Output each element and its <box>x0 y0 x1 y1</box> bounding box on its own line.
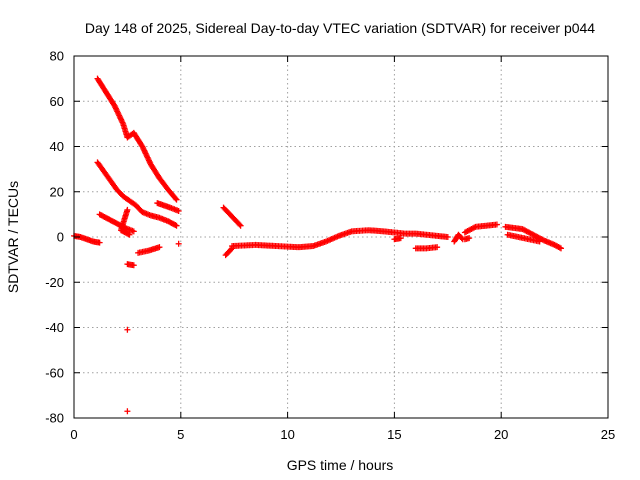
data-points <box>71 75 565 415</box>
x-tick-label: 15 <box>387 427 401 442</box>
data-point <box>236 221 243 228</box>
x-axis-label: GPS time / hours <box>287 457 394 473</box>
y-tick-label: 60 <box>50 94 64 109</box>
data-point <box>558 245 565 252</box>
y-tick-label: 0 <box>57 230 64 245</box>
data-point <box>173 196 180 203</box>
x-tick-label: 5 <box>177 427 184 442</box>
data-point <box>237 222 244 229</box>
data-point <box>556 244 563 251</box>
y-tick-label: 20 <box>50 184 64 199</box>
data-point <box>397 235 404 242</box>
data-point <box>173 222 180 229</box>
data-point <box>434 244 441 251</box>
y-tick-label: 40 <box>50 139 64 154</box>
data-point <box>536 238 543 245</box>
data-point <box>156 244 163 251</box>
y-axis-label: SDTVAR / TECUs <box>5 181 21 293</box>
data-point <box>444 234 451 240</box>
data-point <box>130 228 137 235</box>
chart-title: Day 148 of 2025, Sidereal Day-to-day VTE… <box>85 20 595 36</box>
data-point <box>172 195 179 202</box>
data-point <box>130 262 137 269</box>
x-tick-label: 0 <box>70 427 77 442</box>
data-point <box>126 231 133 238</box>
y-tick-label: -80 <box>45 411 64 426</box>
data-point <box>471 224 478 231</box>
y-tick-label: -40 <box>45 320 64 335</box>
x-tick-label: 25 <box>601 427 615 442</box>
data-point <box>124 408 131 415</box>
x-tick-label: 20 <box>494 427 508 442</box>
data-point <box>493 221 500 228</box>
x-tick-label: 10 <box>280 427 294 442</box>
data-point <box>175 240 182 247</box>
y-tick-label: 80 <box>50 49 64 64</box>
data-point <box>175 207 182 214</box>
y-tick-label: -20 <box>45 275 64 290</box>
data-point <box>458 235 465 242</box>
y-tick-label: -60 <box>45 365 64 380</box>
axis-ticks: 0 5 10 15 20 25 -80 -60 -40 -20 0 20 40 60 80 <box>45 49 615 443</box>
data-point <box>466 235 473 242</box>
data-point <box>227 246 234 253</box>
data-point <box>96 239 103 246</box>
data-point <box>124 326 131 333</box>
